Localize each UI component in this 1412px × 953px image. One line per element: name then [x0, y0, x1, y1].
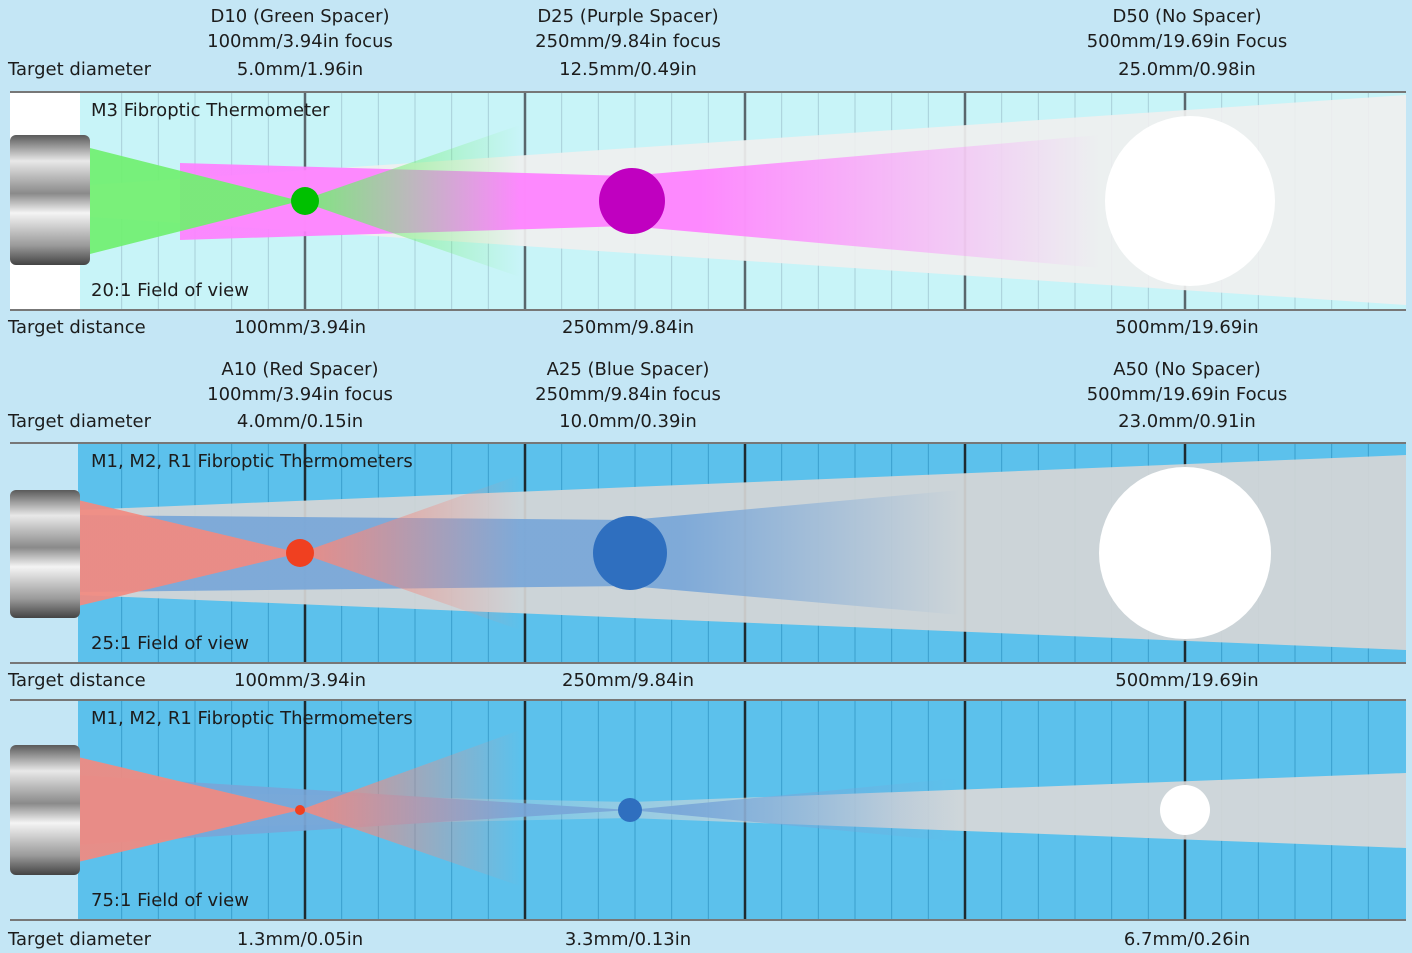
panel-title: M1, M2, R1 Fibroptic Thermometers: [91, 451, 413, 472]
distance-label: 500mm/19.69in: [1115, 670, 1258, 691]
focus-spot: [1099, 467, 1271, 639]
spot-label: A25 (Blue Spacer): [547, 359, 710, 380]
distance-label: 500mm/19.69in: [1115, 317, 1258, 338]
focus-spot: [618, 798, 642, 822]
row-label: Target diameter: [7, 411, 152, 432]
distance-label: 6.7mm/0.26in: [1124, 929, 1250, 950]
spot-label: 5.0mm/1.96in: [237, 59, 363, 80]
spot-label: 500mm/19.69in Focus: [1087, 31, 1288, 52]
spot-label: 25.0mm/0.98in: [1118, 59, 1256, 80]
spot-label: D25 (Purple Spacer): [537, 6, 718, 27]
row-label: Target distance: [7, 670, 146, 691]
spot-label: 12.5mm/0.49in: [559, 59, 697, 80]
probe: [10, 745, 80, 875]
row-label: Target distance: [7, 317, 146, 338]
panel-title: M3 Fibroptic Thermometer: [91, 100, 330, 121]
distance-label: 100mm/3.94in: [234, 317, 366, 338]
field-of-view: 75:1 Field of view: [91, 890, 249, 911]
spot-label: D50 (No Spacer): [1113, 6, 1262, 27]
spot-label: 10.0mm/0.39in: [559, 411, 697, 432]
panel-title: M1, M2, R1 Fibroptic Thermometers: [91, 708, 413, 729]
spot-label: 4.0mm/0.15in: [237, 411, 363, 432]
spot-label: A50 (No Spacer): [1113, 359, 1260, 380]
spot-label: 500mm/19.69in Focus: [1087, 384, 1288, 405]
spot-label: 23.0mm/0.91in: [1118, 411, 1256, 432]
spot-label: 250mm/9.84in focus: [535, 384, 721, 405]
red-beam: [78, 730, 520, 886]
probe: [10, 490, 80, 618]
spot-label: A10 (Red Spacer): [221, 359, 378, 380]
focus-spot: [1160, 785, 1210, 835]
focus-spot: [291, 187, 319, 215]
probe: [10, 135, 90, 265]
distance-label: 250mm/9.84in: [562, 670, 694, 691]
focus-spot: [1105, 116, 1275, 286]
field-of-view: 25:1 Field of view: [91, 633, 249, 654]
spot-label: D10 (Green Spacer): [210, 6, 389, 27]
distance-label: 100mm/3.94in: [234, 670, 366, 691]
focus-spot: [599, 168, 665, 234]
row-label: Target diameter: [7, 59, 152, 80]
focus-spot: [286, 539, 314, 567]
spot-label: 100mm/3.94in focus: [207, 384, 393, 405]
red-beam: [78, 475, 520, 630]
spot-label: 100mm/3.94in focus: [207, 31, 393, 52]
spot-label: 250mm/9.84in focus: [535, 31, 721, 52]
distance-label: 1.3mm/0.05in: [237, 929, 363, 950]
field-of-view: 20:1 Field of view: [91, 280, 249, 301]
focus-spot: [295, 805, 305, 815]
row-label: Target diameter: [7, 929, 152, 950]
focus-spot: [593, 516, 667, 590]
distance-label: 250mm/9.84in: [562, 317, 694, 338]
distance-label: 3.3mm/0.13in: [565, 929, 691, 950]
